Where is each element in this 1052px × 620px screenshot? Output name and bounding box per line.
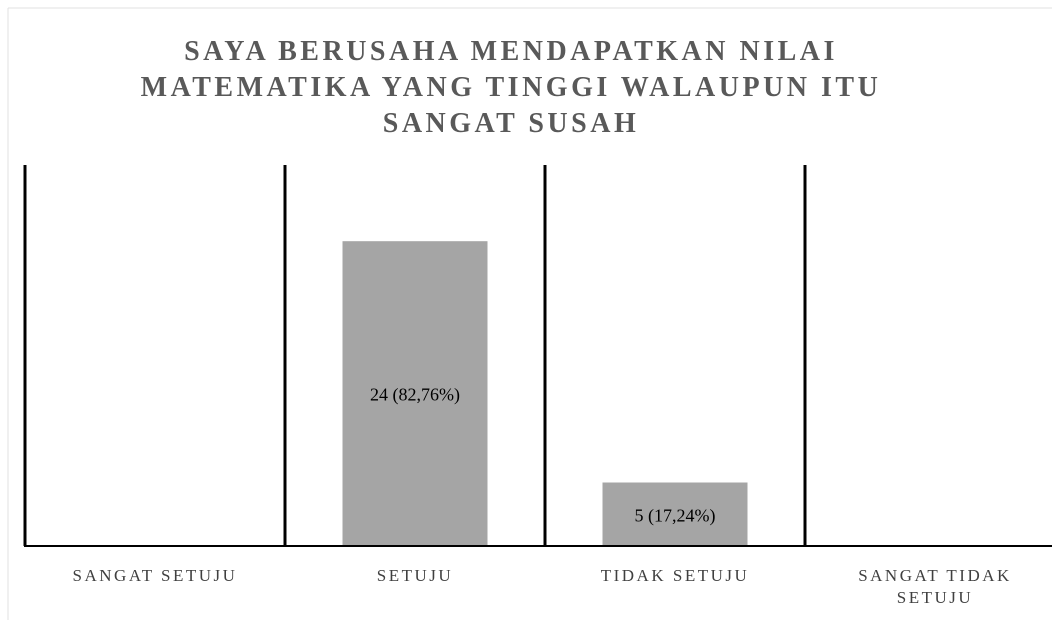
data-label: 5 (17,24%) (635, 505, 716, 526)
data-label: 24 (82,76%) (370, 385, 460, 406)
x-tick-label: TIDAK SETUJU (600, 566, 750, 585)
x-tick-label: SETUJU (376, 566, 454, 585)
bar (342, 241, 488, 546)
bar (602, 482, 748, 546)
chart-title: SAYA BERUSAHA MENDAPATKAN NILAI MATEMATI… (140, 36, 882, 139)
x-tick-label: SANGAT SETUJU (72, 566, 238, 585)
x-tick-label: SANGAT TIDAK SETUJU (858, 566, 1012, 607)
